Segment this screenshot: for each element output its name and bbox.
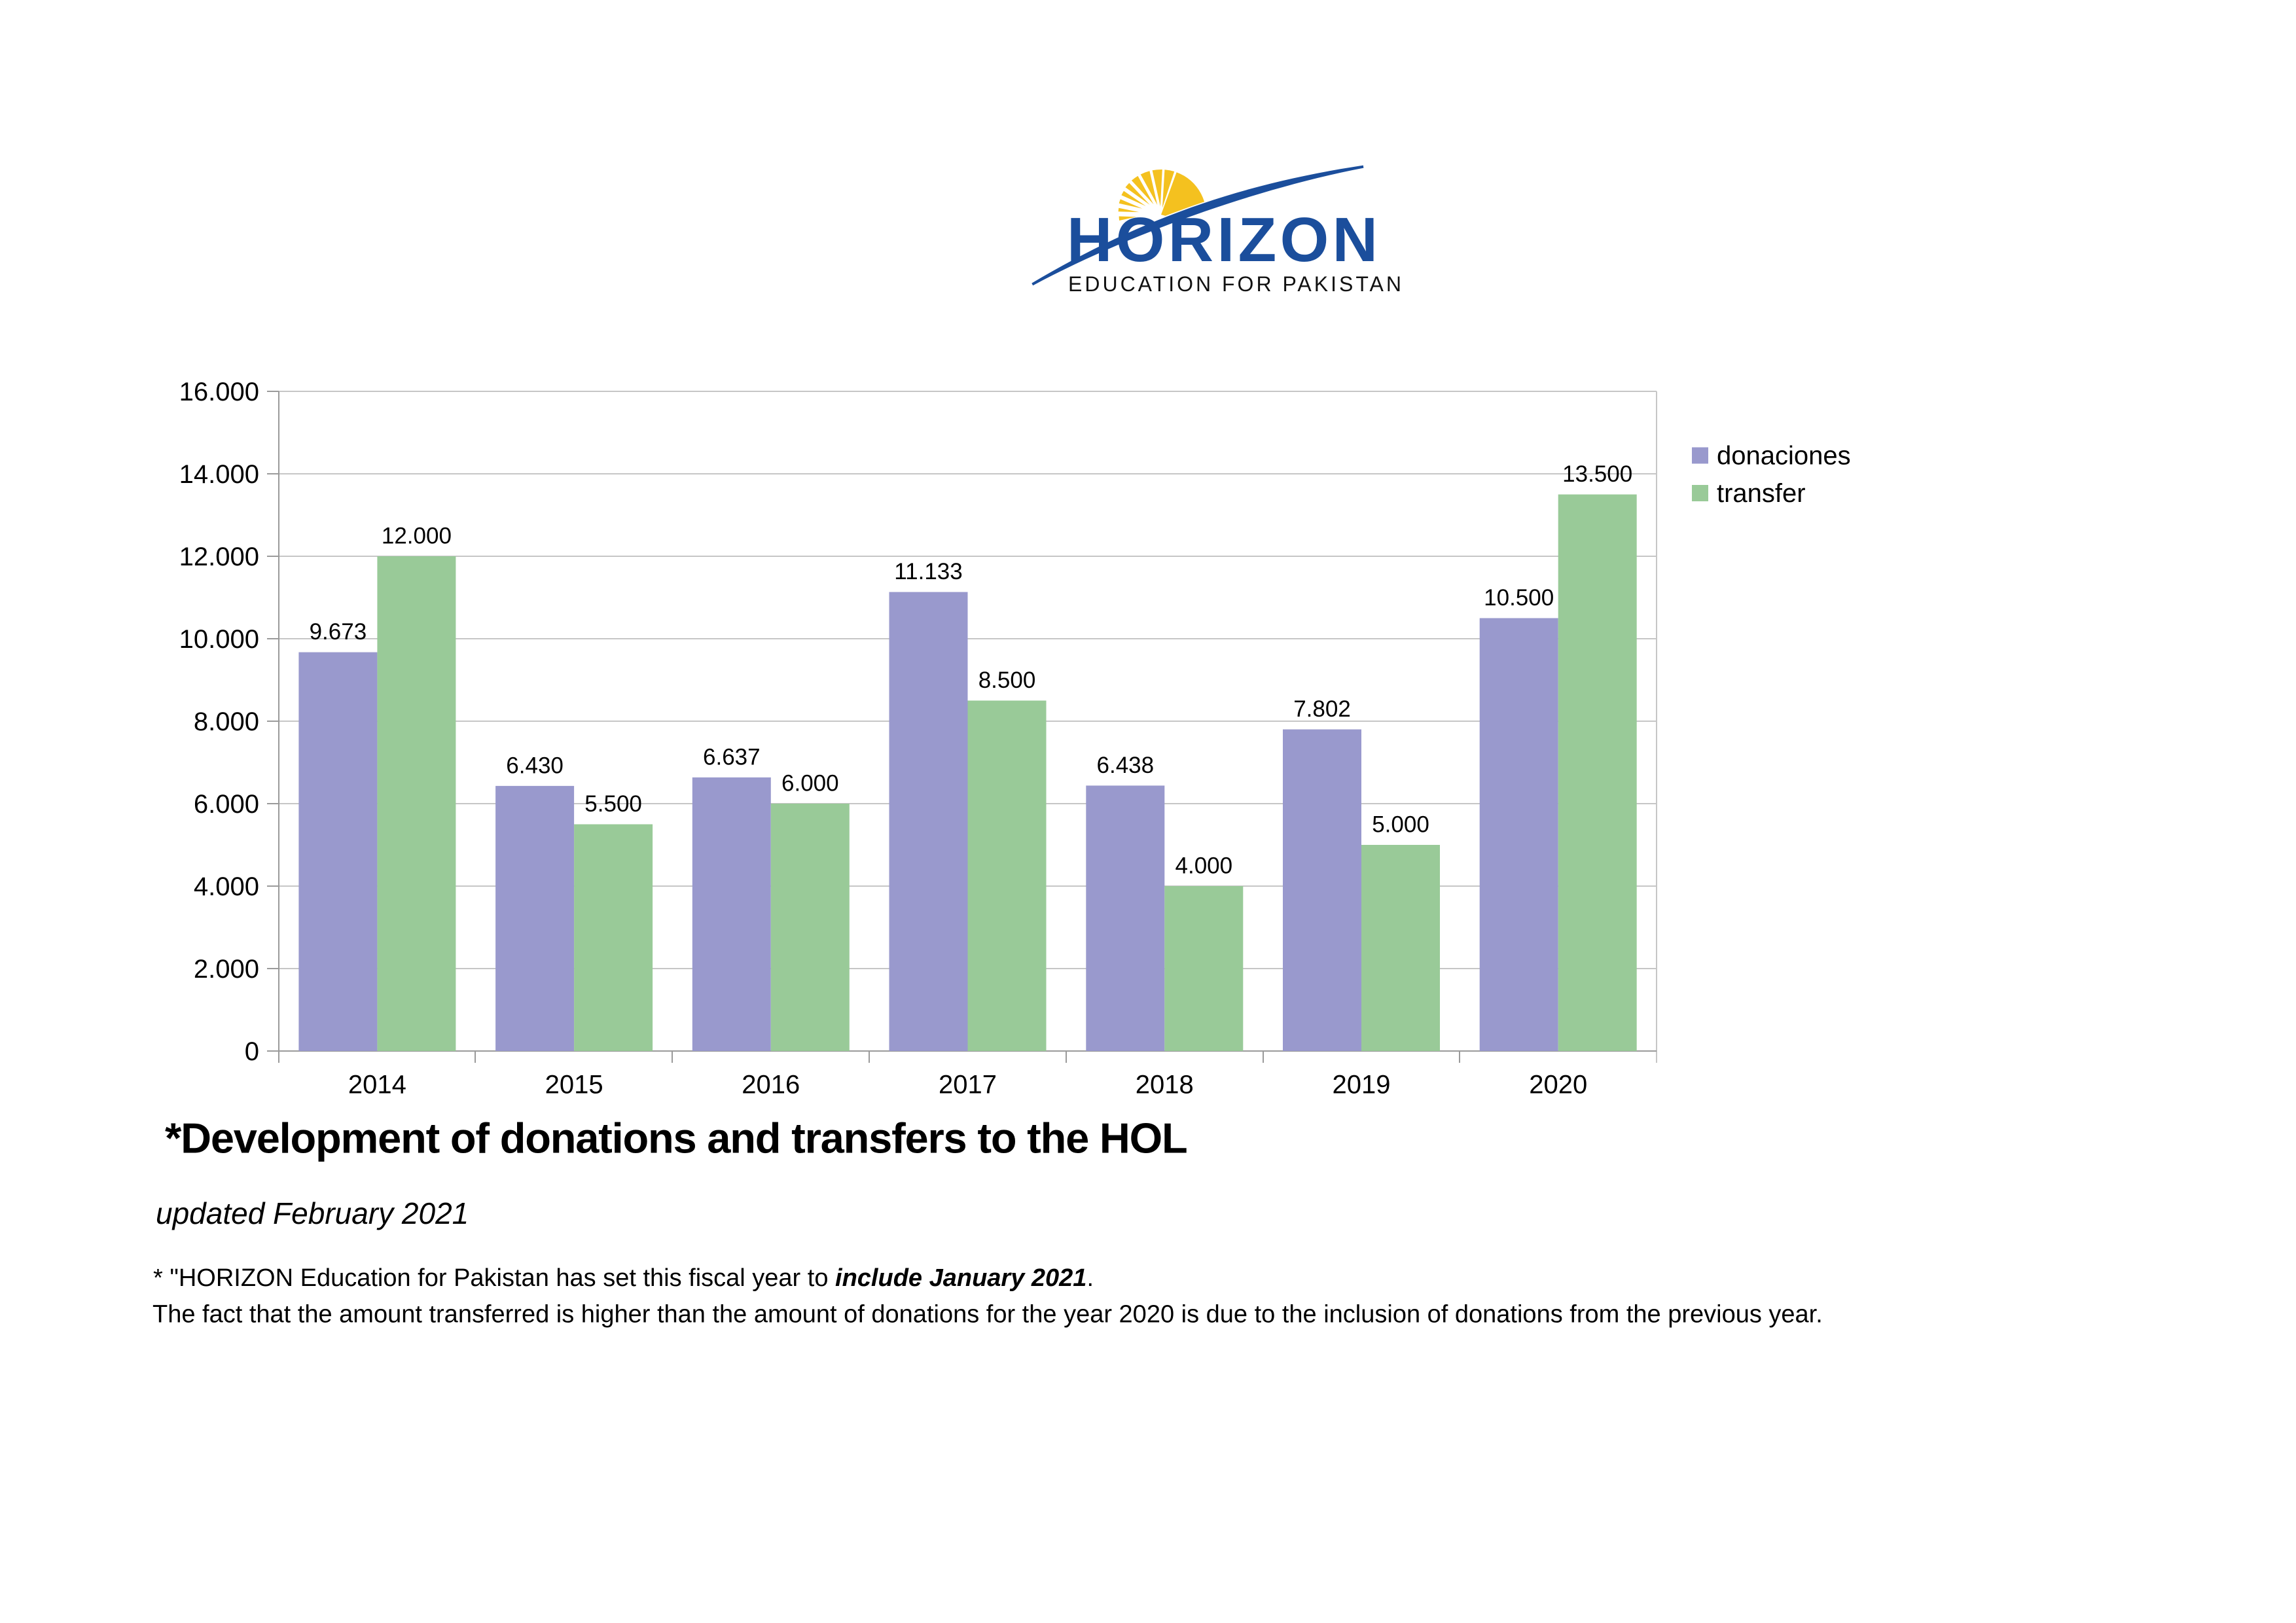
svg-text:HORIZON: HORIZON: [1067, 205, 1378, 275]
svg-text:transfer: transfer: [1717, 479, 1806, 508]
svg-text:2018: 2018: [1136, 1071, 1194, 1099]
svg-text:0: 0: [245, 1037, 259, 1066]
svg-text:*Development of donations and: *Development of donations and transfers …: [165, 1115, 1187, 1162]
svg-text:6.637: 6.637: [703, 744, 761, 770]
svg-text:13.500: 13.500: [1562, 461, 1632, 487]
svg-text:5.000: 5.000: [1372, 812, 1429, 838]
svg-text:2019: 2019: [1333, 1071, 1391, 1099]
svg-text:2020: 2020: [1529, 1071, 1587, 1099]
svg-text:14.000: 14.000: [179, 460, 259, 489]
svg-text:4.000: 4.000: [1175, 853, 1233, 879]
svg-text:6.000: 6.000: [194, 790, 259, 819]
svg-text:2014: 2014: [348, 1071, 406, 1099]
svg-text:8.000: 8.000: [194, 707, 259, 736]
svg-text:2.000: 2.000: [194, 955, 259, 984]
svg-text:The fact that the amount trans: The fact that the amount transferred is …: [152, 1301, 1823, 1329]
svg-text:7.802: 7.802: [1293, 696, 1351, 722]
svg-text:10.500: 10.500: [1484, 585, 1554, 611]
svg-text:6.430: 6.430: [506, 753, 564, 778]
svg-text:11.133: 11.133: [894, 559, 962, 584]
svg-text:* "HORIZON Education for Pakis: * "HORIZON Education for Pakistan has se…: [153, 1264, 1094, 1292]
svg-text:12.000: 12.000: [179, 543, 259, 571]
svg-text:2017: 2017: [939, 1071, 997, 1099]
svg-text:6.000: 6.000: [781, 771, 839, 796]
svg-text:6.438: 6.438: [1097, 753, 1155, 778]
svg-text:EDUCATION FOR PAKISTAN: EDUCATION FOR PAKISTAN: [1068, 272, 1401, 296]
svg-text:8.500: 8.500: [978, 668, 1036, 693]
svg-text:2016: 2016: [742, 1071, 800, 1099]
svg-text:5.500: 5.500: [584, 791, 642, 817]
svg-text:2015: 2015: [545, 1071, 603, 1099]
svg-text:9.673: 9.673: [310, 619, 367, 645]
svg-text:16.000: 16.000: [179, 378, 259, 406]
svg-text:10.000: 10.000: [179, 625, 259, 654]
svg-text:donaciones: donaciones: [1717, 442, 1851, 471]
svg-text:4.000: 4.000: [194, 872, 259, 901]
svg-text:12.000: 12.000: [382, 524, 452, 549]
svg-text:updated February 2021: updated February 2021: [156, 1196, 469, 1230]
